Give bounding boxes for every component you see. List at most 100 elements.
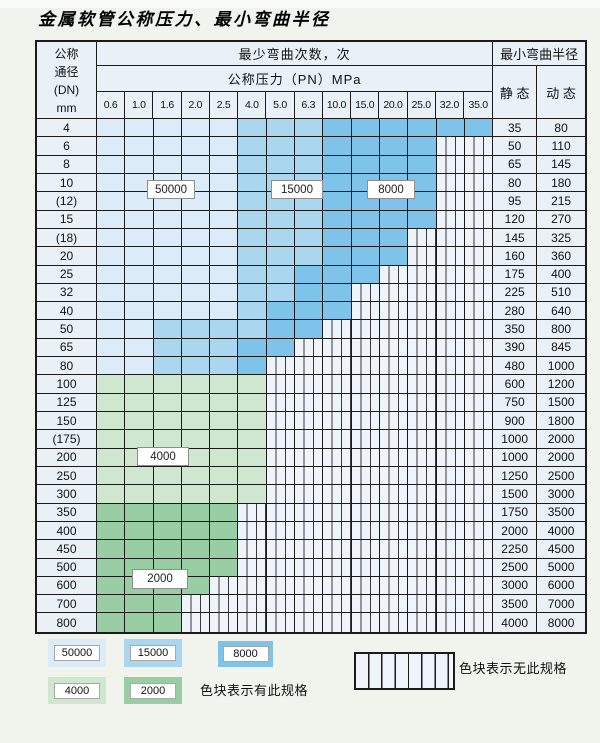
dn-cell: 15 [37,210,97,228]
no-spec-cell [351,540,380,558]
no-spec-cell [436,137,465,155]
no-spec-cell [408,228,437,247]
no-spec-cell [266,576,296,595]
zone-label-8000: 8000 [367,180,415,199]
no-spec-cell [436,265,465,283]
cycles-15000-cell [238,320,267,338]
no-spec-cell [408,448,437,466]
static-radius-cell: 1250 [493,466,538,485]
cycles-50000-cell [125,192,154,210]
no-spec-cell [351,448,380,466]
dn-cell: 40 [37,302,97,320]
table-row: 250 1250 2500 [37,466,585,486]
static-radius-cell: 390 [493,338,538,357]
cycles-2000-cell [181,576,211,595]
cycles-50000-cell [125,210,154,228]
no-spec-cell [238,540,267,558]
no-spec-cell [351,521,380,540]
pressure-header-cell: 6.3 [295,92,323,118]
cycles-4000-cell [125,485,154,503]
no-spec-cell [266,357,296,375]
cycles-8000-cell [323,210,352,228]
dn-cell: 100 [37,375,97,393]
no-spec-cell [379,466,409,485]
dn-header-line: (DN) [53,83,80,97]
legend-swatch-label: 50000 [54,645,100,661]
no-spec-cell [351,466,380,485]
no-spec-cell [266,375,296,393]
no-spec-cell [238,503,267,521]
cycles-8000-cell [323,137,352,155]
no-spec-cell [436,540,465,558]
static-radius-cell: 1750 [493,503,538,521]
no-spec-cell [436,155,465,173]
no-spec-cell [295,338,324,357]
cycles-15000-cell [295,247,324,265]
cycles-8000-cell [379,228,409,247]
cycles-4000-cell [181,466,211,485]
no-spec-cell [436,613,465,632]
no-spec-cell [436,228,465,247]
dn-cell: 600 [37,576,97,595]
no-spec-cell [436,595,465,613]
cycles-4000-cell [153,466,182,485]
no-spec-cell [464,595,494,613]
static-radius-cell: 3000 [493,576,538,595]
cycles-50000-cell [181,247,211,265]
no-spec-cell [351,283,380,302]
dynamic-radius-cell: 180 [537,173,585,192]
cycles-2000-cell [97,576,126,595]
no-spec-cell [323,595,352,613]
cycles-50000-cell [181,265,211,283]
cycles-2000-cell [210,503,239,521]
cycles-8000-cell [295,283,324,302]
cycles-15000-cell [238,119,267,137]
dn-cell: 50 [37,320,97,338]
dynamic-radius-cell: 2000 [537,448,585,466]
dynamic-radius-cell: 800 [537,320,585,338]
no-spec-cell [238,595,267,613]
page-top-strip [0,0,600,8]
cycles-2000-cell [97,540,126,558]
table-row: (175) 1000 2000 [37,430,585,449]
cycles-15000-cell [210,320,239,338]
dn-cell: 125 [37,393,97,411]
cycles-4000-cell [210,448,239,466]
no-spec-cell [408,613,437,632]
table-row: 350 1750 3500 [37,503,585,522]
table-row: 8 65 145 [37,155,585,174]
legend-swatch-label: 15000 [130,645,176,661]
no-spec-cell [266,521,296,540]
dn-cell: 250 [37,466,97,485]
no-spec-cell [464,210,494,228]
dynamic-radius-cell: 110 [537,137,585,155]
legend-swatch-2000: 2000 [124,677,182,704]
no-spec-cell [408,247,437,265]
table-row: 600 3000 6000 [37,576,585,596]
pressure-header-cell: 4.0 [238,92,267,118]
no-spec-cell [464,173,494,192]
no-spec-cell [379,302,409,320]
static-radius-cell: 2500 [493,558,538,576]
no-spec-cell [408,283,437,302]
no-spec-cell [351,375,380,393]
no-spec-cell [351,576,380,595]
no-spec-cell [181,595,211,613]
dynamic-radius-cell: 1800 [537,412,585,430]
cycles-50000-cell [125,228,154,247]
no-spec-cell [379,357,409,375]
no-spec-cell [351,430,380,448]
no-spec-cell [266,613,296,632]
dynamic-radius-cell: 215 [537,192,585,210]
cycles-4000-cell [210,393,239,411]
dn-cell: 200 [37,448,97,466]
cycles-50000-cell [181,155,211,173]
no-spec-cell [464,320,494,338]
cycles-4000-cell [153,485,182,503]
cycles-4000-cell [125,430,154,448]
cycles-8000-cell [323,173,352,192]
pressure-header-cell: 25.0 [408,92,436,118]
cycles-50000-cell [97,137,126,155]
no-spec-cell [351,485,380,503]
cycles-15000-cell [238,302,267,320]
